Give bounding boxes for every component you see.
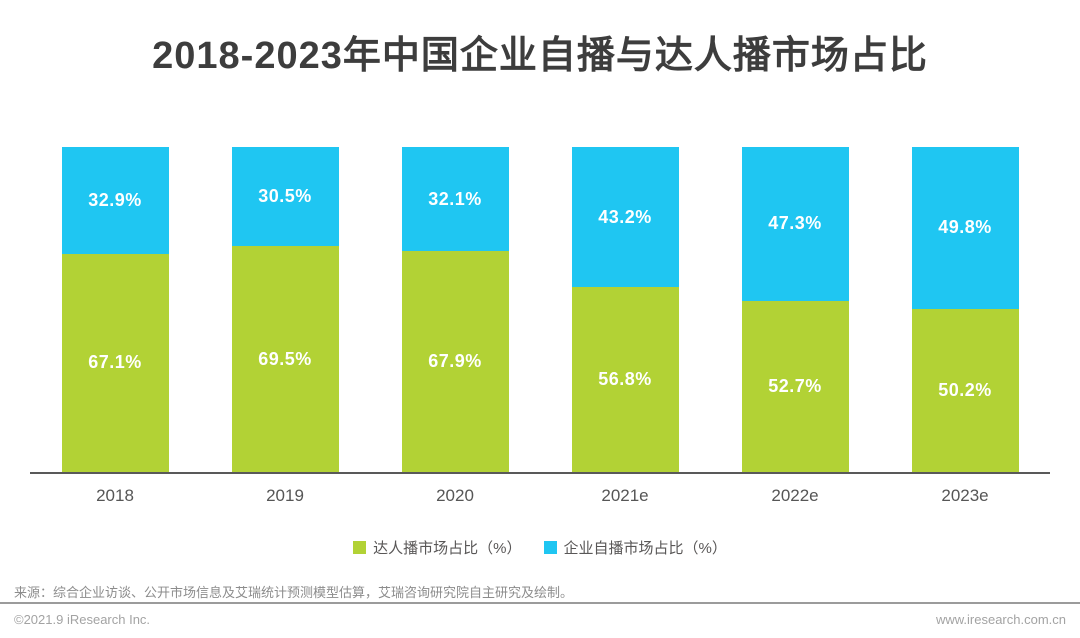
stacked-bar: 47.3% 52.7%	[741, 147, 849, 472]
chart-title: 2018-2023年中国企业自播与达人播市场占比	[152, 35, 928, 77]
legend-label: 达人播市场占比（%）	[373, 540, 522, 557]
legend-swatch	[353, 541, 367, 554]
bar-segment: 49.8%	[911, 147, 1019, 309]
stacked-bar: 32.1% 67.9%	[401, 147, 509, 472]
bar-value-label: 56.8%	[598, 369, 652, 390]
x-axis-label: 2019	[266, 486, 304, 505]
bar-segment: 56.8%	[571, 287, 679, 472]
bar-segment: 47.3%	[741, 147, 849, 301]
stacked-bar: 30.5% 69.5%	[231, 147, 339, 472]
stacked-bar: 32.9% 67.1%	[61, 147, 169, 472]
x-axis-label: 2021e	[601, 486, 649, 505]
x-axis-label: 2023e	[941, 486, 989, 505]
bar-value-label: 32.9%	[88, 189, 142, 210]
bar-group-2022e: 47.3% 52.7%	[710, 147, 880, 472]
legend-item: 达人播市场占比（%）	[353, 537, 522, 558]
legend: 达人播市场占比（%） 企业自播市场占比（%）	[0, 537, 1080, 558]
bar-segment: 32.9%	[61, 147, 169, 254]
bar-group-2023e: 49.8% 50.2%	[880, 147, 1050, 472]
bar-value-label: 49.8%	[938, 217, 992, 238]
stacked-bar-chart: 32.9% 67.1% 30.5% 69.5% 32.1% 67.9% 43.2% 56.8%…	[30, 147, 1050, 474]
footer-website: www.iresearch.com.cn	[935, 612, 1066, 627]
bar-segment: 52.7%	[741, 300, 849, 472]
legend-swatch	[543, 541, 557, 554]
bar-value-label: 43.2%	[598, 206, 652, 227]
bar-segment: 67.1%	[61, 253, 169, 472]
bar-group-2021e: 43.2% 56.8%	[540, 147, 710, 472]
bar-segment: 30.5%	[231, 147, 339, 247]
x-axis-label: 2018	[96, 486, 134, 505]
x-axis-label: 2020	[436, 486, 474, 505]
footer-copyright: ©2021.9 iResearch Inc.	[14, 612, 151, 627]
bar-segment: 43.2%	[571, 147, 679, 288]
bar-segment: 69.5%	[231, 246, 339, 472]
bar-group-2020: 32.1% 67.9%	[370, 147, 540, 472]
bar-value-label: 69.5%	[258, 348, 312, 369]
bar-value-label: 32.1%	[428, 188, 482, 209]
x-axis-labels: 2018 2019 2020 2021e 2022e 2023e	[30, 486, 1050, 506]
bar-value-label: 47.3%	[768, 213, 822, 234]
bar-group-2019: 30.5% 69.5%	[200, 147, 370, 472]
bar-segment: 67.9%	[401, 251, 509, 472]
stacked-bar: 49.8% 50.2%	[911, 147, 1019, 472]
legend-item: 企业自播市场占比（%）	[543, 537, 727, 558]
legend-label: 企业自播市场占比（%）	[563, 540, 727, 557]
bar-group-2018: 32.9% 67.1%	[30, 147, 200, 472]
bar-value-label: 50.2%	[938, 379, 992, 400]
bar-segment: 32.1%	[401, 147, 509, 252]
x-axis-label: 2022e	[771, 486, 819, 505]
source-note: 来源：综合企业访谈、公开市场信息及艾瑞统计预测模型估算，艾瑞咨询研究院自主研究及…	[14, 585, 574, 600]
footer-divider	[0, 602, 1080, 604]
bar-value-label: 52.7%	[768, 375, 822, 396]
bar-value-label: 67.9%	[428, 351, 482, 372]
bar-value-label: 67.1%	[88, 352, 142, 373]
bar-value-label: 30.5%	[258, 186, 312, 207]
stacked-bar: 43.2% 56.8%	[571, 147, 679, 472]
bar-segment: 50.2%	[911, 308, 1019, 472]
